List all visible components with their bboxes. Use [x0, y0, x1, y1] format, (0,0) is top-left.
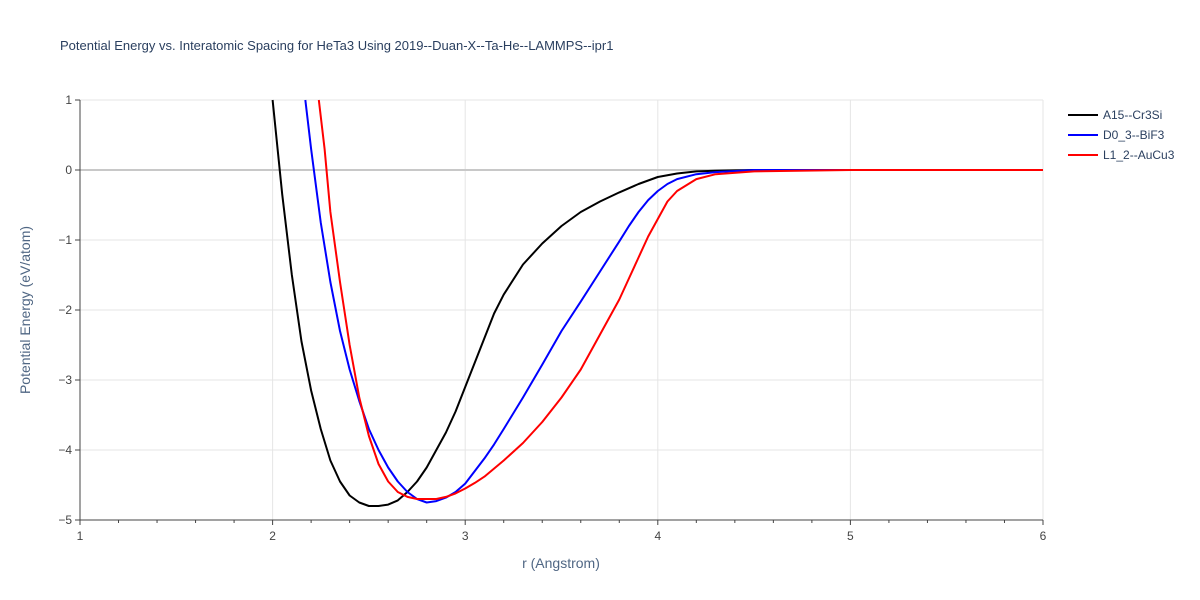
axes: [75, 99, 1044, 525]
y-axis-label: Potential Energy (eV/atom): [17, 226, 33, 394]
x-tick-label: 2: [269, 529, 276, 543]
legend-item-3[interactable]: L1_2--AuCu3: [1068, 148, 1175, 162]
x-tick-label: 4: [654, 529, 661, 543]
y-tick-label: −2: [58, 303, 72, 317]
series-line-3[interactable]: [317, 99, 1043, 500]
y-tick-label: −4: [58, 443, 72, 457]
x-tick-label: 5: [847, 529, 854, 543]
chart-title: Potential Energy vs. Interatomic Spacing…: [60, 38, 613, 53]
series-line-1[interactable]: [271, 99, 1043, 507]
x-tick-label: 3: [462, 529, 469, 543]
grid: [80, 99, 1044, 520]
legend-label: D0_3--BiF3: [1103, 128, 1165, 142]
legend-label: L1_2--AuCu3: [1103, 148, 1175, 162]
y-tick-label: −3: [58, 373, 72, 387]
series-lines: [271, 99, 1043, 507]
y-tick-label: −1: [58, 233, 72, 247]
y-tick-label: 1: [65, 93, 72, 107]
x-tick-label: 6: [1040, 529, 1047, 543]
legend-item-1[interactable]: A15--Cr3Si: [1068, 108, 1162, 122]
y-tick-label: −5: [58, 513, 72, 527]
x-axis-label: r (Angstrom): [522, 555, 600, 571]
legend-item-2[interactable]: D0_3--BiF3: [1068, 128, 1165, 142]
x-tick-label: 1: [77, 529, 84, 543]
legend[interactable]: A15--Cr3Si D0_3--BiF3 L1_2--AuCu3: [1068, 108, 1175, 162]
y-tick-label: 0: [65, 163, 72, 177]
legend-label: A15--Cr3Si: [1103, 108, 1162, 122]
tick-labels: 1 2 3 4 5 6 1 0 −1 −2 −3 −4 −5: [58, 93, 1046, 543]
